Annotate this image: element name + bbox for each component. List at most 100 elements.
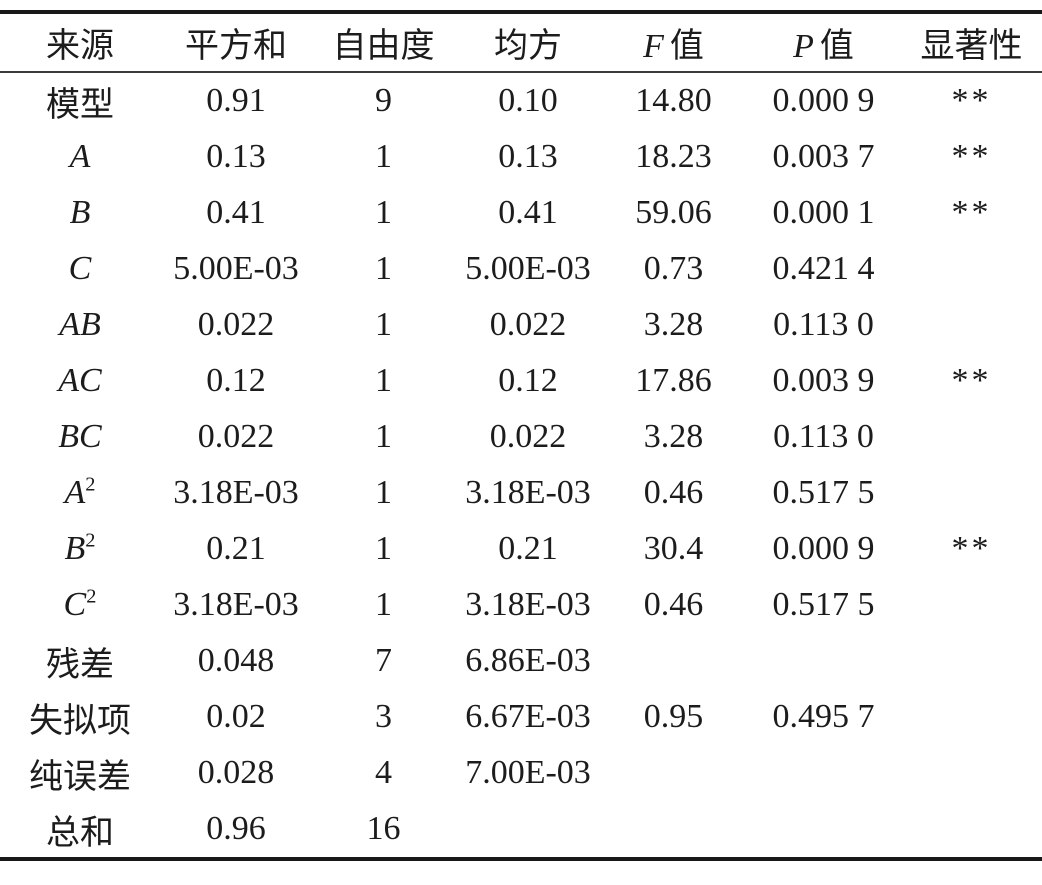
source-label: 总和 xyxy=(46,814,114,852)
cell-df: 4 xyxy=(375,754,392,791)
cell-source: BC xyxy=(0,409,160,465)
cell-p-value: 0.000 9 xyxy=(772,530,875,567)
column-header-label: 平方和 xyxy=(185,28,287,65)
cell-sum-of-squares: 0.022 xyxy=(197,418,275,455)
cell-significance xyxy=(901,689,1042,745)
column-header-mean-square: 均方 xyxy=(455,12,601,73)
source-label: 纯误差 xyxy=(29,758,131,796)
cell-p-value: 0.003 7 xyxy=(772,138,875,175)
table-row: 模型 0.91 9 0.10 14.80 0.000 9 ** xyxy=(0,72,1042,129)
source-label: 残差 xyxy=(46,646,114,684)
source-label: B xyxy=(64,530,86,567)
cell-source: 失拟项 xyxy=(0,689,160,745)
cell-source: A xyxy=(0,129,160,185)
cell-source: 纯误差 xyxy=(0,745,160,801)
cell-f-value: 0.46 xyxy=(643,586,704,623)
column-header-source: 来源 xyxy=(0,12,160,73)
cell-significance: ** xyxy=(951,362,992,399)
cell-significance: ** xyxy=(951,530,992,567)
cell-significance xyxy=(901,745,1042,801)
cell-source: B xyxy=(0,185,160,241)
table-row: AC 0.12 1 0.12 17.86 0.003 9 ** xyxy=(0,353,1042,409)
cell-df: 16 xyxy=(366,810,401,847)
source-label: B xyxy=(69,194,91,231)
column-header-significance: 显著性 xyxy=(901,12,1042,73)
cell-f-value: 0.73 xyxy=(643,250,704,287)
cell-f-value xyxy=(601,801,746,859)
cell-mean-square: 6.67E-03 xyxy=(465,698,591,735)
cell-significance: ** xyxy=(951,82,992,119)
source-label: 模型 xyxy=(46,86,114,124)
cell-p-value xyxy=(746,633,901,689)
source-label: BC xyxy=(58,418,102,455)
source-label: 失拟项 xyxy=(29,702,131,740)
cell-mean-square: 0.10 xyxy=(498,82,558,119)
cell-df: 7 xyxy=(375,642,392,679)
cell-df: 1 xyxy=(375,362,392,399)
cell-sum-of-squares: 0.96 xyxy=(206,810,266,847)
column-header-label: 均方 xyxy=(494,28,562,65)
source-label: AC xyxy=(58,362,102,399)
column-header-variable: F xyxy=(643,28,664,65)
cell-sum-of-squares: 0.21 xyxy=(206,530,266,567)
column-header-label: 值 xyxy=(669,28,704,65)
cell-mean-square: 0.022 xyxy=(489,418,567,455)
source-label: C xyxy=(63,586,87,623)
cell-p-value: 0.517 5 xyxy=(772,586,875,623)
cell-sum-of-squares: 0.12 xyxy=(206,362,266,399)
cell-df: 1 xyxy=(375,418,392,455)
cell-mean-square: 3.18E-03 xyxy=(465,474,591,511)
cell-sum-of-squares: 3.18E-03 xyxy=(173,474,299,511)
table-body: 模型 0.91 9 0.10 14.80 0.000 9 ** A 0.13 1 0.13 18.23… xyxy=(0,72,1042,859)
table-row: AB 0.022 1 0.022 3.28 0.113 0 xyxy=(0,297,1042,353)
source-exponent: 2 xyxy=(85,529,96,552)
column-header-sum-of-squares: 平方和 xyxy=(160,12,312,73)
source-label: C xyxy=(68,250,92,287)
cell-source: AB xyxy=(0,297,160,353)
cell-p-value: 0.003 9 xyxy=(772,362,875,399)
cell-source: 总和 xyxy=(0,801,160,859)
cell-df: 1 xyxy=(375,306,392,343)
cell-df: 9 xyxy=(375,82,392,119)
table-row: C2 3.18E-03 1 3.18E-03 0.46 0.517 5 xyxy=(0,577,1042,633)
source-label: A xyxy=(64,474,86,511)
cell-df: 1 xyxy=(375,250,392,287)
table-row: A2 3.18E-03 1 3.18E-03 0.46 0.517 5 xyxy=(0,465,1042,521)
cell-df: 1 xyxy=(375,194,392,231)
cell-sum-of-squares: 0.13 xyxy=(206,138,266,175)
cell-source: A2 xyxy=(0,465,160,521)
cell-p-value: 0.113 0 xyxy=(773,418,874,455)
cell-p-value: 0.421 4 xyxy=(772,250,875,287)
cell-p-value: 0.113 0 xyxy=(773,306,874,343)
cell-sum-of-squares: 3.18E-03 xyxy=(173,586,299,623)
cell-source: 模型 xyxy=(0,72,160,129)
cell-f-value: 0.95 xyxy=(643,698,704,735)
anova-table: 来源 平方和 自由度 均方 F 值 P 值显著性 模型 0.91 9 0.10 14.80 0.000 … xyxy=(0,10,1042,861)
cell-significance: ** xyxy=(951,138,992,175)
cell-significance: ** xyxy=(951,194,992,231)
column-header-label: 显著性 xyxy=(920,28,1023,65)
cell-sum-of-squares: 0.91 xyxy=(206,82,266,119)
cell-f-value: 14.80 xyxy=(635,82,712,119)
cell-mean-square: 0.12 xyxy=(498,362,558,399)
cell-f-value: 0.46 xyxy=(643,474,704,511)
cell-df: 1 xyxy=(375,586,392,623)
cell-sum-of-squares: 0.41 xyxy=(206,194,266,231)
cell-mean-square: 0.41 xyxy=(498,194,558,231)
cell-source: C2 xyxy=(0,577,160,633)
cell-f-value: 59.06 xyxy=(635,194,712,231)
cell-f-value xyxy=(601,745,746,801)
column-header-label: 自由度 xyxy=(332,28,435,65)
cell-sum-of-squares: 0.028 xyxy=(197,754,275,791)
cell-f-value: 18.23 xyxy=(635,138,712,175)
cell-mean-square: 0.13 xyxy=(498,138,558,175)
cell-mean-square: 3.18E-03 xyxy=(465,586,591,623)
cell-f-value: 3.28 xyxy=(643,306,704,343)
column-header-label: 值 xyxy=(819,28,854,65)
cell-sum-of-squares: 5.00E-03 xyxy=(173,250,299,287)
cell-significance xyxy=(901,633,1042,689)
cell-mean-square: 0.022 xyxy=(489,306,567,343)
